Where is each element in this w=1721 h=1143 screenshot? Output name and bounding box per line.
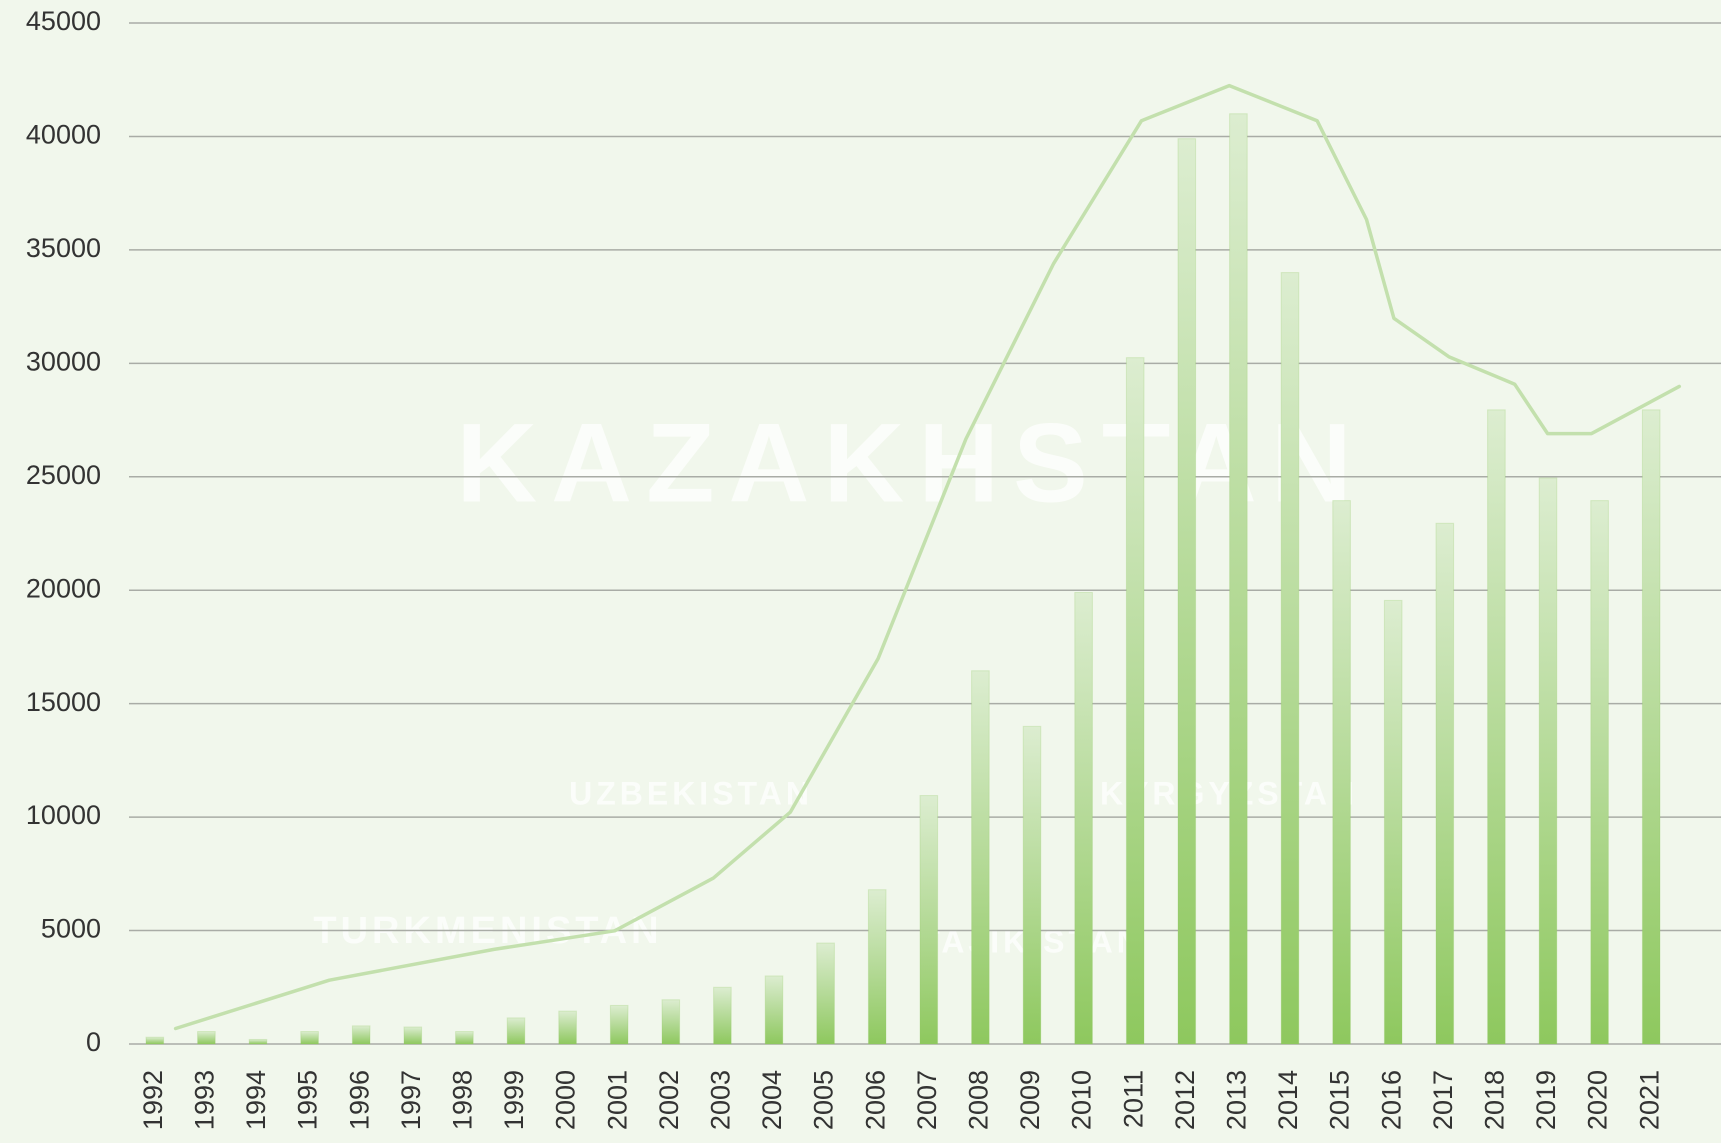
bar — [1590, 500, 1609, 1045]
bar — [300, 1031, 319, 1045]
bar — [1177, 138, 1197, 1045]
x-tick-label: 2014 — [1273, 1070, 1303, 1130]
bar — [919, 795, 939, 1045]
country-label: KAZAKHSTAN — [456, 401, 1365, 526]
x-tick-label: 1996 — [344, 1070, 374, 1130]
y-tick-label: 40000 — [26, 120, 101, 150]
x-tick-label: 1994 — [241, 1070, 271, 1130]
y-tick-label: 10000 — [26, 800, 101, 830]
y-tick-label: 15000 — [26, 687, 101, 717]
x-tick-label: 2016 — [1376, 1070, 1406, 1130]
bar — [713, 986, 732, 1045]
bar — [1125, 357, 1145, 1045]
bar — [1074, 591, 1093, 1045]
bar — [351, 1025, 371, 1045]
x-tick-label: 2008 — [964, 1070, 994, 1130]
x-tick-label: 2009 — [1015, 1070, 1045, 1130]
bar — [764, 975, 784, 1045]
bar — [1538, 477, 1558, 1045]
bar — [1435, 522, 1455, 1045]
bar — [867, 889, 887, 1045]
bars — [145, 113, 1661, 1045]
x-tick-label: 2002 — [654, 1070, 684, 1130]
x-tick-label: 2000 — [551, 1070, 581, 1130]
bar — [971, 670, 990, 1045]
x-tick-label: 2019 — [1531, 1070, 1561, 1130]
bar — [816, 942, 835, 1045]
x-tick-label: 2005 — [809, 1070, 839, 1130]
bar — [661, 999, 681, 1045]
y-tick-label: 5000 — [41, 914, 101, 944]
y-tick-label: 35000 — [26, 233, 101, 263]
x-tick-label: 1999 — [499, 1070, 529, 1130]
x-tick-label: 2007 — [912, 1070, 942, 1130]
bar — [558, 1010, 577, 1045]
bar — [1641, 409, 1661, 1045]
bar — [248, 1038, 268, 1045]
y-tick-label: 0 — [86, 1027, 101, 1057]
axis-labels: 0 5000 10000 15000 20000 25000 30000 35000 40000… — [26, 6, 1664, 1130]
bar — [145, 1036, 165, 1045]
bar — [1332, 500, 1351, 1045]
x-tick-label: 2017 — [1428, 1070, 1458, 1130]
x-tick-label: 2015 — [1325, 1070, 1355, 1130]
country-label: UZBEKISTAN — [569, 775, 813, 811]
y-tick-label: 25000 — [26, 460, 101, 490]
y-tick-label: 30000 — [26, 346, 101, 376]
bar — [1383, 599, 1403, 1045]
bar — [1022, 725, 1042, 1045]
x-tick-label: 1993 — [190, 1070, 220, 1130]
trend-line — [173, 83, 1682, 1031]
x-tick-label: 2013 — [1222, 1070, 1252, 1130]
x-tick-label: 2012 — [1170, 1070, 1200, 1130]
bar — [197, 1031, 216, 1045]
bar — [1229, 113, 1248, 1045]
x-tick-label: 1995 — [293, 1070, 323, 1130]
bar — [403, 1026, 423, 1045]
x-tick-label: 2011 — [1118, 1070, 1148, 1128]
x-tick-label: 2001 — [602, 1070, 632, 1130]
x-tick-label: 2004 — [757, 1070, 787, 1130]
x-tick-label: 2018 — [1480, 1070, 1510, 1130]
x-tick-label: 2020 — [1583, 1070, 1613, 1130]
bar — [1487, 409, 1506, 1045]
bar — [506, 1017, 526, 1045]
x-tick-label: 2006 — [860, 1070, 890, 1130]
x-tick-label: 2003 — [706, 1070, 736, 1130]
x-tick-label: 2021 — [1634, 1070, 1664, 1130]
bar — [609, 1004, 629, 1045]
x-tick-label: 1997 — [396, 1070, 426, 1130]
bar — [455, 1031, 474, 1045]
bar — [1280, 272, 1300, 1045]
x-tick-label: 2010 — [1067, 1070, 1097, 1130]
y-tick-label: 20000 — [26, 573, 101, 603]
x-tick-label: 1992 — [138, 1070, 168, 1130]
x-tick-label: 1998 — [448, 1070, 478, 1130]
y-tick-label: 45000 — [26, 6, 101, 36]
